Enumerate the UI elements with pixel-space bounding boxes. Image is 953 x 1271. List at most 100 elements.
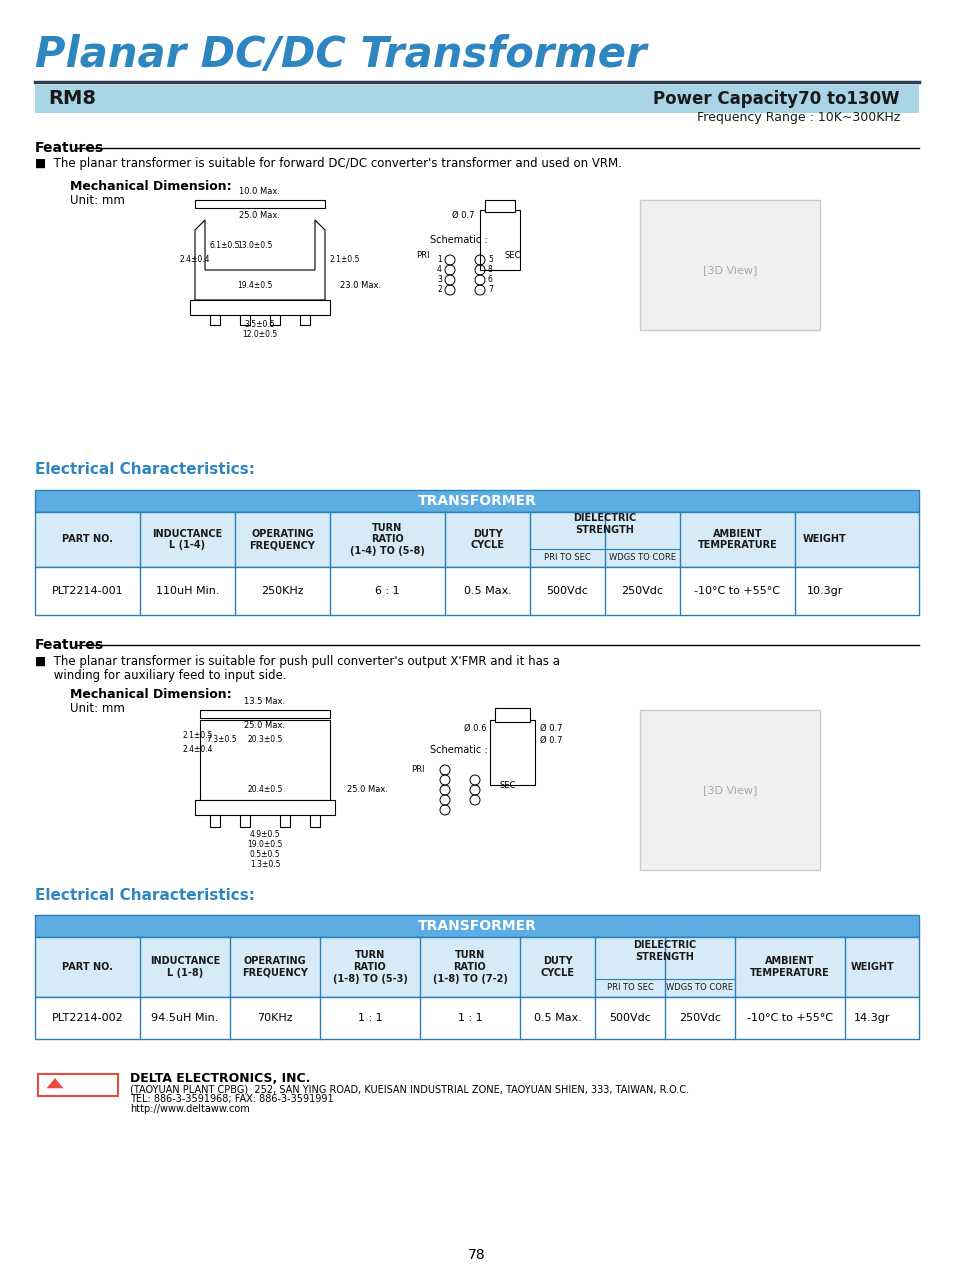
Text: 70KHz: 70KHz — [257, 1013, 293, 1023]
Text: 7: 7 — [488, 286, 493, 295]
Bar — [35, 512, 918, 567]
Bar — [35, 996, 918, 1038]
Text: 25.0 Max.: 25.0 Max. — [244, 721, 285, 730]
Text: Features: Features — [35, 638, 104, 652]
Text: DUTY
CYCLE: DUTY CYCLE — [470, 529, 504, 550]
Text: TURN
RATIO
(1-8) TO (5-3): TURN RATIO (1-8) TO (5-3) — [333, 951, 407, 984]
Text: DUTY
CYCLE: DUTY CYCLE — [540, 956, 574, 977]
Text: ■  The planar transformer is suitable for push pull converter's output X'FMR and: ■ The planar transformer is suitable for… — [35, 655, 559, 667]
Text: Electrical Characteristics:: Electrical Characteristics: — [35, 887, 254, 902]
Text: 23.0 Max.: 23.0 Max. — [339, 281, 381, 290]
Bar — [35, 937, 918, 996]
Text: 8: 8 — [488, 266, 493, 275]
Text: PART NO.: PART NO. — [62, 962, 112, 972]
Text: Ø 0.6: Ø 0.6 — [464, 723, 486, 732]
Text: 78: 78 — [468, 1248, 485, 1262]
Text: -10°C to +55°C: -10°C to +55°C — [694, 586, 780, 596]
Bar — [35, 915, 918, 937]
Text: 6.1±0.5: 6.1±0.5 — [210, 240, 240, 249]
Text: PART NO.: PART NO. — [62, 535, 112, 544]
Bar — [210, 815, 220, 827]
Bar — [200, 719, 330, 799]
Text: ■  The planar transformer is suitable for forward DC/DC converter's transformer : ■ The planar transformer is suitable for… — [35, 158, 621, 170]
Bar — [240, 815, 250, 827]
Text: TURN
RATIO
(1-8) TO (7-2): TURN RATIO (1-8) TO (7-2) — [432, 951, 507, 984]
Text: SEC: SEC — [504, 250, 521, 259]
Text: 2.4±0.4: 2.4±0.4 — [180, 255, 211, 264]
Text: 1 : 1: 1 : 1 — [357, 1013, 382, 1023]
Text: Ø 0.7: Ø 0.7 — [452, 211, 475, 220]
Text: PRI TO SEC: PRI TO SEC — [543, 553, 590, 563]
Text: 2: 2 — [436, 286, 441, 295]
Text: -10°C to +55°C: -10°C to +55°C — [746, 1013, 832, 1023]
Text: Unit: mm: Unit: mm — [70, 193, 125, 206]
Text: 0.5±0.5: 0.5±0.5 — [250, 850, 280, 859]
Bar — [38, 1074, 118, 1096]
Text: PRI: PRI — [416, 250, 430, 259]
Text: WEIGHT: WEIGHT — [850, 962, 893, 972]
Text: 7.3±0.5: 7.3±0.5 — [206, 736, 236, 745]
Text: (TAOYUAN PLANT CPBG)  252, SAN YING ROAD, KUEISAN INDUSTRIAL ZONE, TAOYUAN SHIEN: (TAOYUAN PLANT CPBG) 252, SAN YING ROAD,… — [130, 1084, 688, 1094]
Text: Frequency Range : 10K~300KHz: Frequency Range : 10K~300KHz — [696, 112, 899, 125]
Bar — [639, 710, 820, 871]
Text: Ø 0.7: Ø 0.7 — [539, 736, 562, 745]
Text: 13.0±0.5: 13.0±0.5 — [237, 240, 273, 249]
Text: 10.0 Max.: 10.0 Max. — [239, 188, 280, 197]
Bar — [194, 799, 335, 815]
Bar — [35, 567, 918, 615]
Text: OPERATING
FREQUENCY: OPERATING FREQUENCY — [242, 956, 308, 977]
Text: WDGS TO CORE: WDGS TO CORE — [608, 553, 676, 563]
Text: [3D View]: [3D View] — [702, 785, 757, 794]
Text: 25.0 Max.: 25.0 Max. — [239, 211, 280, 220]
Text: WDGS TO CORE: WDGS TO CORE — [666, 984, 733, 993]
Text: 500Vdc: 500Vdc — [608, 1013, 650, 1023]
Text: RM8: RM8 — [48, 89, 96, 108]
Text: TEL: 886-3-3591968; FAX: 886-3-3591991: TEL: 886-3-3591968; FAX: 886-3-3591991 — [130, 1094, 334, 1104]
Text: PRI: PRI — [411, 765, 424, 774]
Text: Mechanical Dimension:: Mechanical Dimension: — [70, 689, 232, 702]
Text: PRI TO SEC: PRI TO SEC — [606, 984, 653, 993]
Text: Schematic :: Schematic : — [430, 235, 487, 245]
Bar — [310, 815, 319, 827]
Text: DIELECTRIC
STRENGTH: DIELECTRIC STRENGTH — [573, 513, 636, 535]
Text: 94.5uH Min.: 94.5uH Min. — [152, 1013, 218, 1023]
Bar — [210, 315, 220, 325]
Text: 20.3±0.5: 20.3±0.5 — [247, 736, 282, 745]
Text: [3D View]: [3D View] — [702, 264, 757, 275]
Text: 5: 5 — [488, 255, 493, 264]
Text: Electrical Characteristics:: Electrical Characteristics: — [35, 463, 254, 478]
Text: TRANSFORMER: TRANSFORMER — [417, 494, 536, 508]
Text: 13.5 Max.: 13.5 Max. — [244, 698, 285, 707]
Text: 1: 1 — [436, 255, 441, 264]
Polygon shape — [45, 1077, 65, 1089]
Text: 1 : 1: 1 : 1 — [457, 1013, 482, 1023]
Text: 0.5 Max.: 0.5 Max. — [533, 1013, 580, 1023]
Bar — [240, 315, 250, 325]
Text: 250Vdc: 250Vdc — [679, 1013, 720, 1023]
Text: 6: 6 — [488, 276, 493, 285]
Text: AMBIENT
TEMPERATURE: AMBIENT TEMPERATURE — [697, 529, 777, 550]
Bar — [280, 815, 290, 827]
Bar — [35, 85, 918, 113]
Text: Planar DC/DC Transformer: Planar DC/DC Transformer — [35, 34, 646, 76]
Text: 19.4±0.5: 19.4±0.5 — [237, 281, 273, 290]
Bar — [484, 200, 515, 212]
Text: 25.0 Max.: 25.0 Max. — [347, 785, 388, 794]
Text: Schematic :: Schematic : — [430, 745, 487, 755]
Text: DIELECTRIC
STRENGTH: DIELECTRIC STRENGTH — [633, 941, 696, 962]
Text: WEIGHT: WEIGHT — [802, 535, 846, 544]
Bar — [270, 315, 280, 325]
Text: Unit: mm: Unit: mm — [70, 703, 125, 716]
Text: winding for auxiliary feed to input side.: winding for auxiliary feed to input side… — [35, 669, 286, 681]
Bar — [495, 708, 530, 722]
Text: 250KHz: 250KHz — [261, 586, 303, 596]
Text: 2.1±0.5: 2.1±0.5 — [183, 731, 213, 740]
Text: 4.9±0.5: 4.9±0.5 — [250, 830, 280, 839]
Text: 3: 3 — [436, 276, 441, 285]
Text: 20.4±0.5: 20.4±0.5 — [247, 785, 282, 794]
Text: 4: 4 — [436, 266, 441, 275]
Text: 10.3gr: 10.3gr — [806, 586, 842, 596]
Text: Power Capacity70 to130W: Power Capacity70 to130W — [653, 90, 899, 108]
Text: Ø 0.7: Ø 0.7 — [539, 723, 562, 732]
Bar — [194, 200, 325, 208]
